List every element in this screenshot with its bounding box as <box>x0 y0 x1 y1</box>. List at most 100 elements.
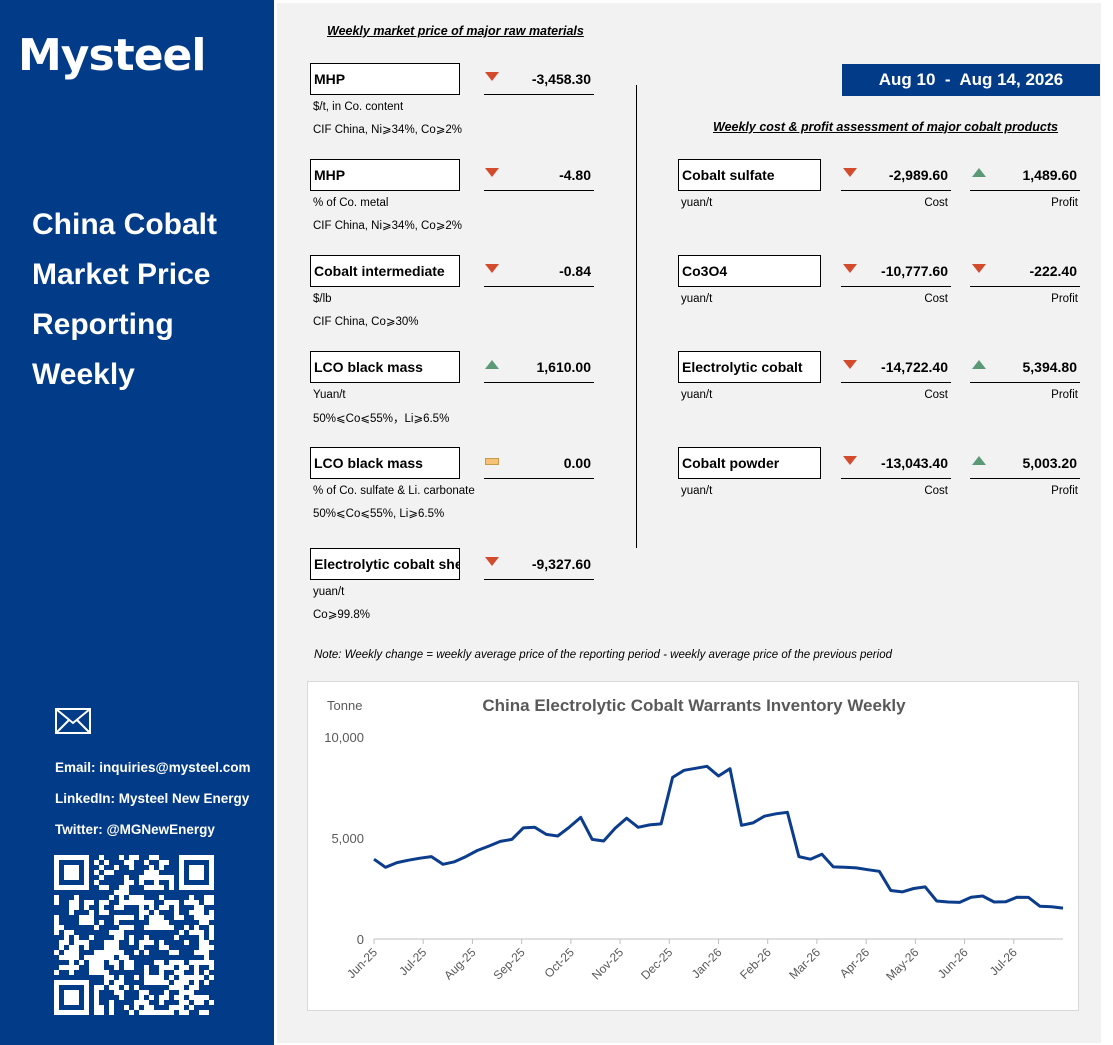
material-name: MHP <box>310 63 460 95</box>
arrow-down-icon <box>485 168 499 177</box>
divider <box>636 85 637 548</box>
weekly-change-value: -4.80 <box>484 160 594 191</box>
flat-indicator-icon <box>485 458 499 465</box>
note: Note: Weekly change = weekly average pri… <box>314 649 892 661</box>
contact-linkedin[interactable]: LinkedIn: Mysteel New Energy <box>55 791 250 806</box>
material-spec: CIF China, Ni⩾34%, Co⩾2% <box>313 124 463 136</box>
profit-label: Profit <box>1051 485 1078 497</box>
x-tick-label: Jul-25 <box>396 945 429 978</box>
contact-email[interactable]: Email: inquiries@mysteel.com <box>55 760 251 775</box>
material-unit: $/t, in Co. content <box>313 101 404 113</box>
x-tick-label: Mar-26 <box>786 945 823 982</box>
material-spec: CIF China, Co⩾30% <box>313 316 419 328</box>
report-title-line: Reporting <box>32 308 174 341</box>
cost-change-value: -10,777.60 <box>841 256 951 287</box>
arrow-down-icon <box>485 557 499 566</box>
cost-arrow-down-icon <box>843 168 857 177</box>
profit-change-value: 5,003.20 <box>970 448 1080 479</box>
product-name: Electrolytic cobalt <box>678 351 821 383</box>
product-unit: yuan/t <box>681 197 713 209</box>
cost-arrow-down-icon <box>843 264 857 273</box>
profit-change-value: 5,394.80 <box>970 352 1080 383</box>
material-spec: 50%⩽Co⩽55%, Li⩾6.5% <box>313 508 445 520</box>
material-unit: Yuan/t <box>313 389 346 401</box>
cost-change-value: -14,722.40 <box>841 352 951 383</box>
qr-code-icon <box>54 855 214 1015</box>
profit-arrow-up-icon <box>972 456 986 465</box>
cost-change-value: -2,989.60 <box>841 160 951 191</box>
x-tick-label: Jun-26 <box>935 945 971 981</box>
x-tick-label: Oct-25 <box>542 945 578 981</box>
profit-arrow-up-icon <box>972 360 986 369</box>
cost-label: Cost <box>924 293 948 305</box>
product-unit: yuan/t <box>681 485 713 497</box>
inventory-chart-svg: China Electrolytic Cobalt Warrants Inven… <box>324 696 1064 983</box>
report-title-line: Market Price <box>32 258 211 291</box>
x-tick-label: May-26 <box>883 945 921 983</box>
x-tick-label: Jan-26 <box>689 945 725 981</box>
raw-materials-title: Weekly market price of major raw materia… <box>327 24 584 38</box>
material-name: LCO black mass <box>310 351 460 383</box>
period-label: Aug 10 - Aug 14, 2026 <box>842 64 1100 96</box>
x-tick-label: Feb-26 <box>737 945 774 982</box>
material-name: MHP <box>310 159 460 191</box>
profit-label: Profit <box>1051 293 1078 305</box>
weekly-change-value: -0.84 <box>484 256 594 287</box>
profit-change-value: -222.40 <box>970 256 1080 287</box>
cost-label: Cost <box>924 485 948 497</box>
arrow-down-icon <box>485 264 499 273</box>
inventory-chart: China Electrolytic Cobalt Warrants Inven… <box>307 681 1079 1011</box>
product-name: Cobalt powder <box>678 447 821 479</box>
cost-label: Cost <box>924 197 948 209</box>
material-unit: $/lb <box>313 293 332 305</box>
report-title: China Cobalt Market Price Reporting Week… <box>32 200 262 400</box>
x-tick-label: Sep-25 <box>490 945 527 982</box>
product-unit: yuan/t <box>681 389 713 401</box>
mysteel-logo: Mysteel <box>18 30 206 81</box>
y-tick-label: 5,000 <box>331 831 364 846</box>
product-unit: yuan/t <box>681 293 713 305</box>
weekly-change-value: 0.00 <box>484 448 594 479</box>
product-name: Cobalt sulfate <box>678 159 821 191</box>
weekly-change-value: 1,610.00 <box>484 352 594 383</box>
arrow-down-icon <box>485 72 499 81</box>
chart-title: China Electrolytic Cobalt Warrants Inven… <box>482 696 906 715</box>
material-name: Cobalt intermediate <box>310 255 460 287</box>
x-tick-label: Apr-26 <box>837 945 873 981</box>
report-title-line: Weekly <box>32 358 135 391</box>
sidebar: Mysteel China Cobalt Market Price Report… <box>0 0 274 1045</box>
profit-arrow-up-icon <box>972 168 986 177</box>
x-tick-label: Jun-25 <box>344 945 380 981</box>
product-name: Co3O4 <box>678 255 821 287</box>
arrow-up-icon <box>485 360 499 369</box>
series-line-inventory <box>373 764 1064 910</box>
cost-label: Cost <box>924 389 948 401</box>
material-name: LCO black mass <box>310 447 460 479</box>
x-tick-label: Jul-26 <box>987 945 1020 978</box>
weekly-change-value: -9,327.60 <box>484 549 594 580</box>
material-spec: CIF China, Ni⩾34%, Co⩾2% <box>313 220 463 232</box>
x-tick-label: Aug-25 <box>441 945 478 982</box>
x-tick-label: Nov-25 <box>589 945 626 982</box>
x-tick-label: Dec-25 <box>638 945 675 982</box>
material-spec: Co⩾99.8% <box>313 609 370 621</box>
cost-profit-title: Weekly cost & profit assessment of major… <box>713 120 1058 134</box>
y-axis-label: Tonne <box>327 698 362 713</box>
material-name: Electrolytic cobalt sheet <box>310 548 460 580</box>
report-title-line: China Cobalt <box>32 208 217 241</box>
cost-arrow-down-icon <box>843 456 857 465</box>
material-spec: 50%⩽Co⩽55%，Li⩾6.5% <box>313 413 450 425</box>
y-tick-label: 10,000 <box>324 730 364 745</box>
cost-change-value: -13,043.40 <box>841 448 951 479</box>
contact-twitter[interactable]: Twitter: @MGNewEnergy <box>55 822 215 837</box>
material-unit: % of Co. metal <box>313 197 389 209</box>
mail-icon[interactable] <box>55 708 91 734</box>
profit-label: Profit <box>1051 389 1078 401</box>
profit-label: Profit <box>1051 197 1078 209</box>
material-unit: % of Co. sulfate & Li. carbonate <box>313 485 475 497</box>
profit-arrow-down-icon <box>972 264 986 273</box>
cost-arrow-down-icon <box>843 360 857 369</box>
weekly-change-value: -3,458.30 <box>484 64 594 95</box>
material-unit: yuan/t <box>313 586 345 598</box>
profit-change-value: 1,489.60 <box>970 160 1080 191</box>
